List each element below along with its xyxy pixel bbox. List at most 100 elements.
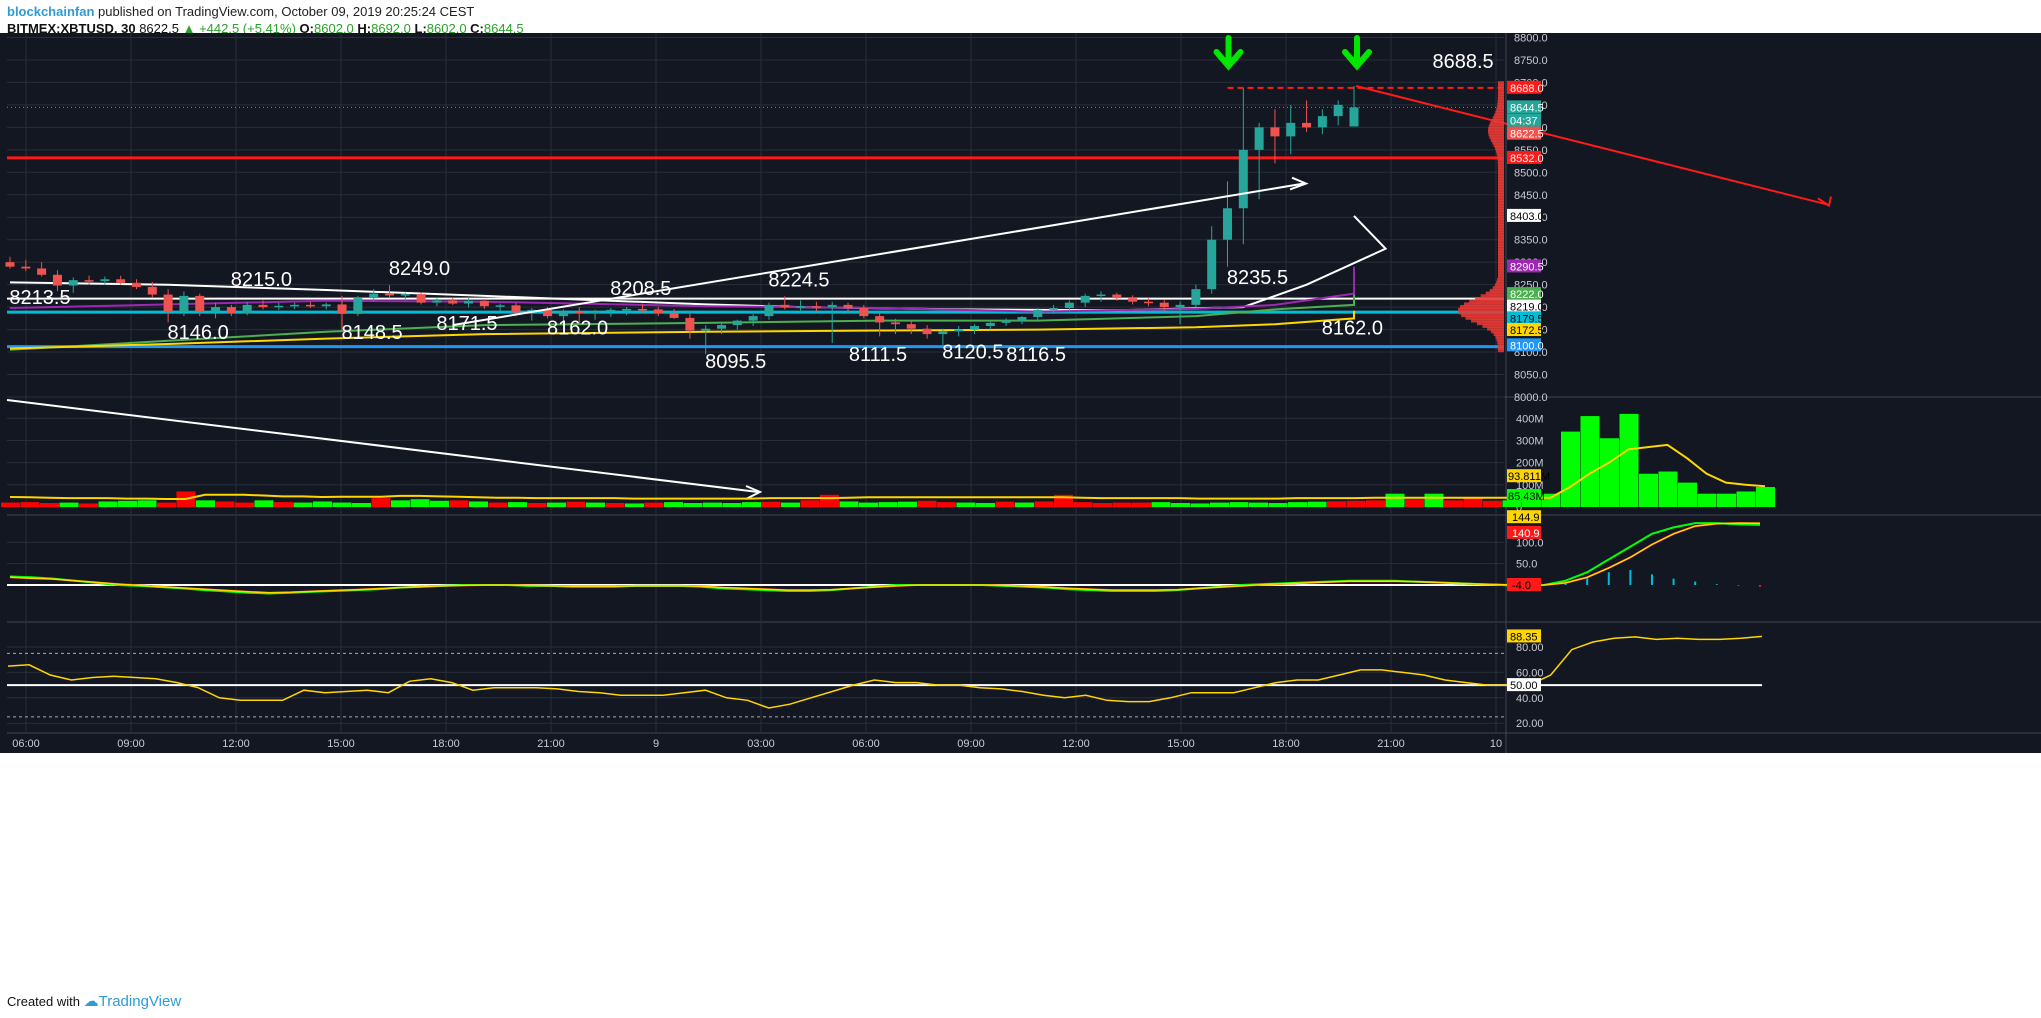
price-tick-label: 8450.0 [1514,190,1548,202]
candle-body [479,300,489,307]
price-annotation: 8208.5 [610,278,671,300]
volume-profile-bar [1498,269,1504,274]
time-tick-label: 12:00 [222,738,250,750]
time-tick-label: 12:00 [1062,738,1090,750]
volume-profile-bar [1489,135,1504,140]
price-tag-label: 8403.0 [1510,211,1544,223]
price-annotation: 8249.0 [389,258,450,280]
price-annotation: 8213.5 [9,287,70,309]
time-tick-label: 18:00 [432,738,460,750]
volume-profile-bar [1487,326,1504,331]
candle-body [464,300,474,304]
volume-bar [1736,491,1756,507]
price-tick-label: 8000.0 [1514,392,1548,404]
close-value: 8644.5 [483,21,524,36]
candle-body [543,309,553,317]
symbol-info: BITMEX:XBTUSD, 30 8622.5 ▲ +442.5 (+5.41… [7,21,524,36]
volume-bar [1366,500,1385,507]
candle-body [1270,127,1280,137]
volume-bar [235,502,254,507]
candle-body [1254,127,1264,150]
price-tag-bg [1507,100,1541,114]
volume-profile-bar [1498,261,1504,266]
volume-profile-bar [1498,232,1504,237]
volume-bar [508,502,527,507]
price-tag-label: 8100.0 [1510,340,1544,352]
volume-bar [1405,499,1424,507]
rsi-tag-bg [1507,629,1541,643]
volume-bar [1580,416,1600,507]
time-tick-label: 03:00 [747,738,775,750]
candle-body [796,306,806,308]
volume-profile-bar [1496,151,1504,156]
volume-profile-bar [1463,302,1504,307]
volume-profile-bar [1498,205,1504,210]
volume-tag-bg [1507,489,1541,503]
volume-profile-bar [1498,237,1504,242]
volume-profile-bar [1496,108,1504,113]
price-tag-bg [1507,287,1541,301]
volume-profile-bar [1497,156,1504,161]
candle-body [1175,304,1185,308]
volume-bar [449,500,469,507]
candle-body [1080,295,1090,303]
volume-profile-bar [1485,291,1504,296]
price-tag-label: 8290.5 [1510,261,1544,273]
footer: Created with ☁TradingView [7,992,181,1010]
candle-body [68,280,78,286]
volume-profile-bar [1488,129,1504,134]
volume-bar [664,502,683,507]
volume-trend-arrow [6,399,759,493]
volume-profile-bar [1492,116,1504,121]
volume-profile-bar [1460,305,1504,310]
candle-body [1064,302,1074,309]
volume-profile-bar [1488,124,1504,129]
close-label: C: [470,21,484,36]
candle-body [558,311,568,317]
volume-bar [488,502,508,507]
volume-bar [1190,503,1210,507]
volume-profile-bar [1497,340,1504,345]
time-tick-label: 06:00 [852,738,880,750]
price-tick-label: 8800.0 [1514,32,1548,44]
macd-signal-overlay [9,522,1761,594]
volume-bar [1639,473,1658,507]
trend-arrow-head [1289,176,1309,191]
volume-profile-bar [1497,345,1504,350]
chart-background [0,33,2041,753]
candle-body [321,304,331,307]
price-tag-label: 04:37 [1510,116,1538,128]
volume-profile-bar [1497,180,1504,185]
time-tick-label: 15:00 [327,738,355,750]
price-tag-label: 8688.0 [1510,83,1544,95]
volume-bar [547,502,566,507]
volume-bar [859,502,878,507]
volume-arrow-head [745,485,763,500]
volume-profile-bar [1498,197,1504,202]
author-link[interactable]: blockchainfan [7,4,95,19]
candle-body [764,304,774,317]
volume-profile-bar [1498,210,1504,215]
price-tag-label: 8179.5 [1510,313,1544,325]
volume-bar [1463,498,1483,507]
volume-profile-bar [1497,102,1504,107]
price-tag-bg [1507,299,1541,313]
candle-body [1033,309,1043,318]
volume-bar [1678,482,1697,507]
volume-profile-bar [1498,224,1504,229]
tradingview-logo-icon[interactable]: ☁ [83,993,99,1010]
volume-profile-bar [1498,240,1504,245]
volume-profile-bar [1498,183,1504,188]
macd-tick-label: 100.0 [1516,537,1544,549]
tradingview-brand[interactable]: TradingView [98,993,182,1010]
volume-bar [332,502,352,507]
low-value: 8602.0 [426,21,467,36]
price-annotation: 8120.5 [942,342,1003,364]
candle-body [211,307,221,312]
volume-profile-bar [1496,280,1504,285]
volume-profile-bar [1498,189,1504,194]
candle-body [590,311,600,314]
price-tag-bg [1507,208,1541,222]
macd-tag-label: 140.9 [1512,528,1540,540]
